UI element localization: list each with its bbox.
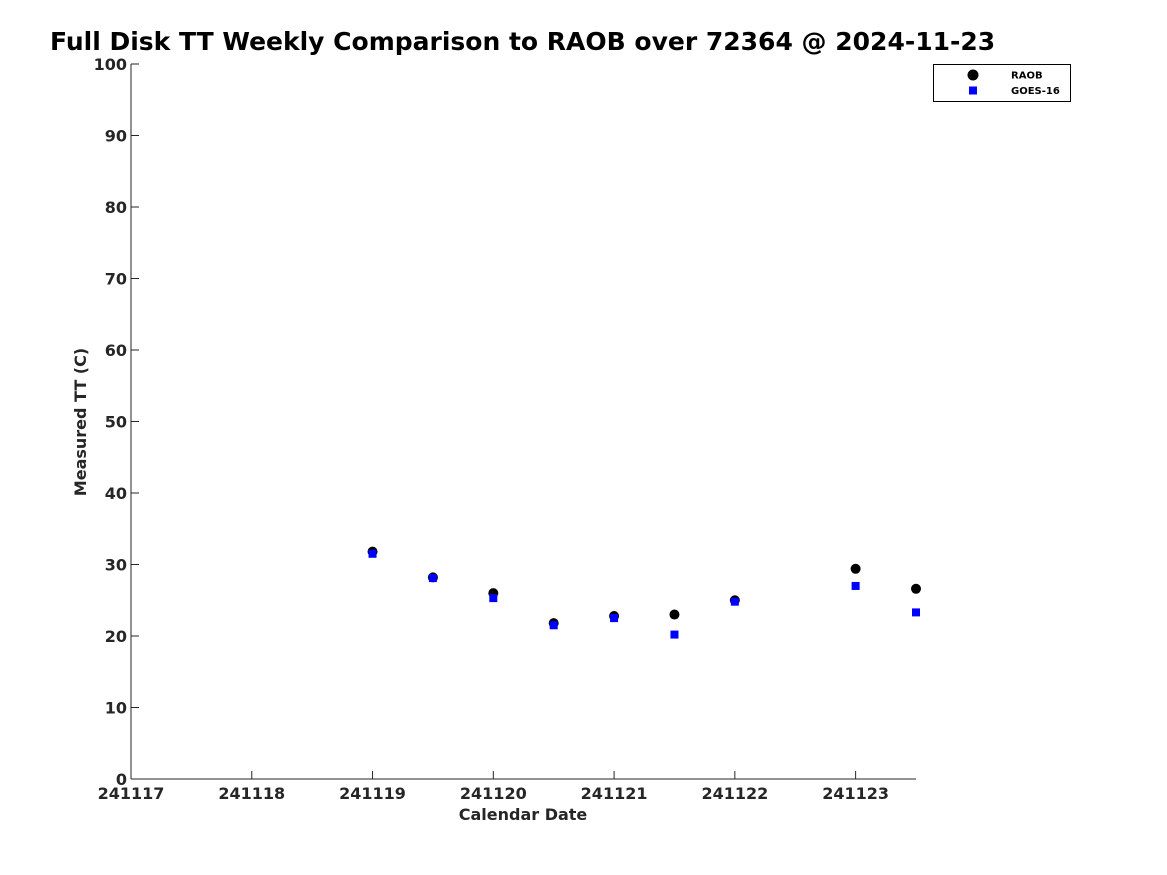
- x-tick-label: 241117: [98, 784, 165, 803]
- axes: [130, 64, 916, 780]
- goes-16-point: [489, 594, 498, 603]
- legend-label-raob: RAOB: [1011, 71, 1043, 82]
- goes-16-point: [730, 597, 739, 606]
- legend-marker-raob: [967, 69, 979, 81]
- y-axis-label: Measured TT (C): [71, 348, 90, 496]
- y-tick-label: 90: [105, 127, 127, 146]
- y-axis-ticks: 0 10 20 30 40 50 60 70 80 90 100: [94, 55, 139, 789]
- goes-16-point: [670, 630, 679, 639]
- y-tick-label: 10: [105, 699, 127, 718]
- y-tick-label: 60: [105, 341, 127, 360]
- data-points: [367, 546, 921, 639]
- goes-16-point: [912, 608, 920, 617]
- goes-16-point: [851, 581, 860, 590]
- x-tick-label: 241119: [339, 784, 406, 803]
- goes-16-point: [549, 621, 558, 630]
- raob-point: [669, 609, 680, 620]
- raob-point: [911, 583, 921, 594]
- x-axis-label: Calendar Date: [459, 805, 588, 824]
- chart-title: Full Disk TT Weekly Comparison to RAOB o…: [50, 27, 996, 56]
- y-tick-label: 40: [105, 484, 127, 503]
- y-tick-label: 80: [105, 198, 127, 217]
- y-tick-label: 50: [105, 413, 127, 432]
- x-tick-label: 241123: [822, 784, 889, 803]
- legend: RAOB GOES-16: [933, 64, 1071, 102]
- x-tick-label: 241121: [581, 784, 648, 803]
- legend-marker-goes: [969, 86, 977, 95]
- goes-16-point: [610, 614, 619, 623]
- y-tick-label: 30: [105, 556, 127, 575]
- y-tick-label: 0: [116, 770, 127, 789]
- goes-16-point: [368, 549, 377, 558]
- x-tick-label: 241122: [701, 784, 768, 803]
- x-axis-ticks: 241117 241118 241119 241120 241121 241122 2411…: [98, 771, 889, 803]
- legend-box: [933, 64, 1071, 102]
- raob-point: [850, 563, 861, 574]
- y-tick-label: 70: [105, 270, 127, 289]
- y-tick-label: 20: [105, 627, 127, 646]
- x-tick-label: 241118: [218, 784, 285, 803]
- x-tick-label: 241120: [460, 784, 527, 803]
- y-tick-label: 100: [94, 55, 127, 74]
- goes-16-point: [428, 574, 437, 583]
- legend-label-goes: GOES-16: [1011, 86, 1060, 97]
